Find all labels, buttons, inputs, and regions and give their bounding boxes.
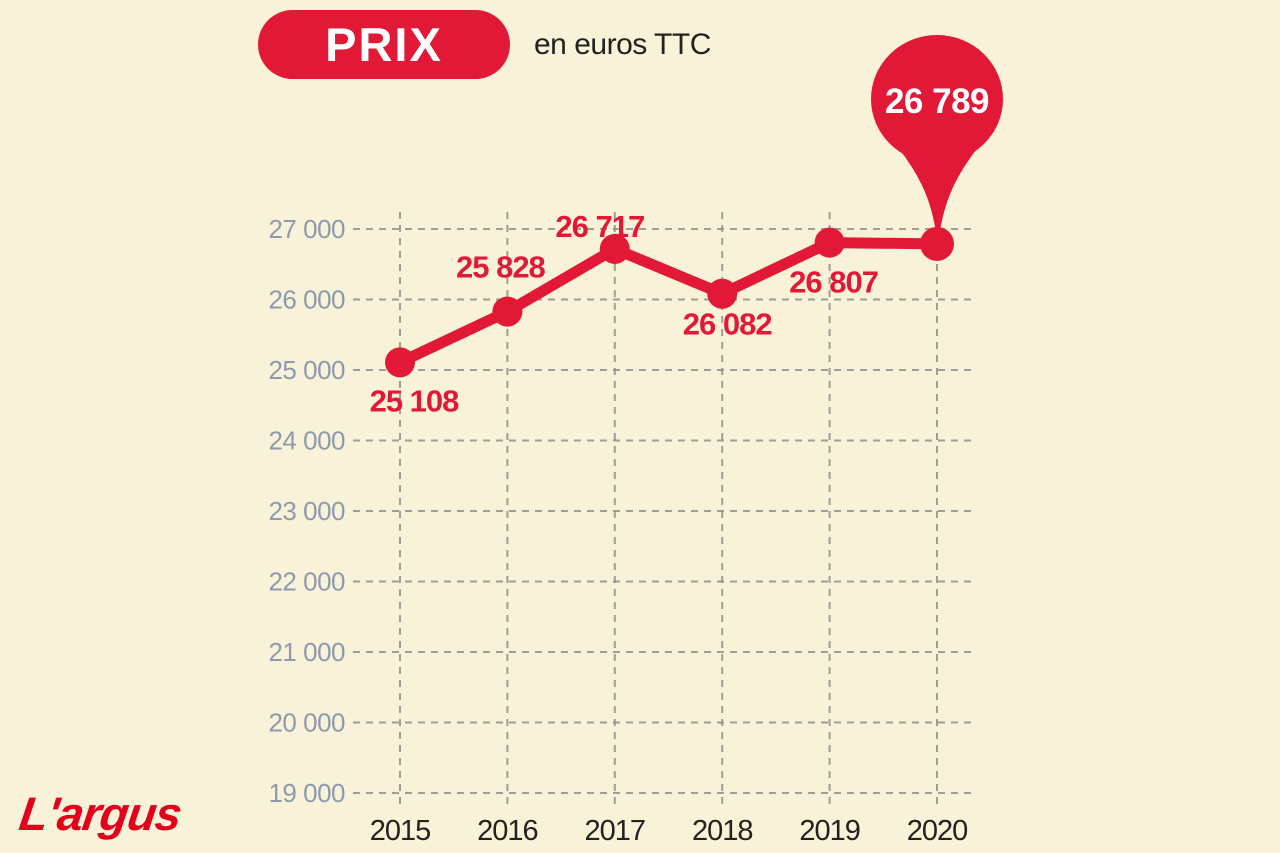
data-point-2020 bbox=[920, 226, 954, 261]
balloon-marker: 26 789 bbox=[871, 35, 1003, 231]
data-label-2019: 26 807 bbox=[789, 265, 878, 300]
data-labels: 25 108 25 828 26 717 26 082 26 807 bbox=[370, 209, 879, 418]
y-tick-label: 22 000 bbox=[268, 567, 345, 597]
x-tick-label-2015: 2015 bbox=[370, 815, 431, 847]
prix-badge-label: PRIX bbox=[325, 18, 443, 71]
y-tick-label: 21 000 bbox=[268, 637, 345, 667]
y-tick-label: 23 000 bbox=[268, 496, 345, 526]
data-point-2017 bbox=[599, 233, 630, 264]
prix-badge: PRIX bbox=[258, 10, 510, 79]
balloon-bubble bbox=[871, 35, 1003, 163]
chart-subtitle: en euros TTC bbox=[534, 28, 711, 61]
x-tick-label-2019: 2019 bbox=[799, 815, 860, 847]
data-point-2019 bbox=[814, 227, 845, 258]
data-label-2018: 26 082 bbox=[683, 307, 772, 342]
y-tick-label: 25 000 bbox=[268, 355, 345, 385]
data-point-2015 bbox=[385, 347, 415, 378]
price-line bbox=[394, 237, 943, 368]
y-tick-label: 26 000 bbox=[268, 285, 345, 315]
x-tick-label-2017: 2017 bbox=[585, 815, 646, 847]
data-label-2016: 25 828 bbox=[456, 250, 546, 285]
largus-logo: L'argus bbox=[16, 787, 185, 840]
data-point-2018 bbox=[707, 278, 738, 309]
data-points bbox=[385, 226, 954, 378]
data-label-2017: 26 717 bbox=[555, 209, 644, 244]
balloon-value-label: 26 789 bbox=[885, 82, 989, 121]
x-tick-label-2016: 2016 bbox=[477, 815, 538, 847]
data-point-2016 bbox=[492, 296, 523, 327]
y-tick-label: 27 000 bbox=[268, 214, 345, 244]
price-line-path bbox=[394, 237, 943, 368]
gridlines bbox=[353, 212, 975, 807]
chart-header: PRIX en euros TTC bbox=[0, 0, 1280, 90]
y-tick-label: 24 000 bbox=[268, 426, 345, 456]
y-axis: 27 000 26 000 25 000 24 000 23 000 22 000 21 0… bbox=[268, 214, 345, 808]
y-tick-label: 20 000 bbox=[268, 708, 345, 738]
y-tick-label: 19 000 bbox=[268, 778, 345, 808]
x-tick-label-2018: 2018 bbox=[692, 815, 753, 847]
x-axis: 2015 2016 2017 2018 2019 2020 bbox=[370, 815, 969, 847]
x-tick-label-2020: 2020 bbox=[907, 815, 968, 847]
data-label-2015: 25 108 bbox=[370, 383, 460, 418]
